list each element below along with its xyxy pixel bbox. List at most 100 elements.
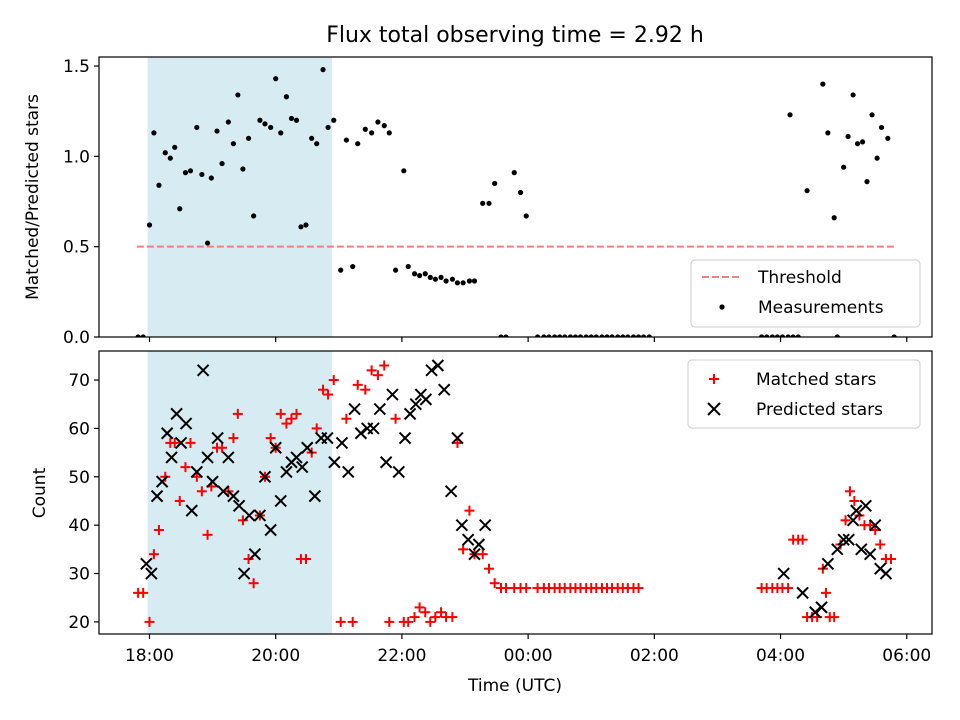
legend-predicted-label: Predicted stars xyxy=(756,400,883,420)
matched-point xyxy=(352,379,363,390)
matched-point xyxy=(844,486,855,497)
matched-point xyxy=(436,607,447,618)
predicted-point xyxy=(409,398,422,411)
measurement-point xyxy=(204,240,211,246)
predicted-point xyxy=(237,567,251,580)
matched-point xyxy=(228,433,239,444)
matched-point xyxy=(217,442,228,453)
predicted-point xyxy=(859,499,872,513)
measurement-point xyxy=(534,334,541,337)
measurement-point xyxy=(167,155,173,161)
predicted-point xyxy=(431,359,445,372)
matched-point xyxy=(196,486,207,497)
predicted-point xyxy=(211,431,224,445)
legend-measurements-swatch xyxy=(719,304,725,310)
measurement-point xyxy=(850,92,856,98)
measurement-point xyxy=(251,213,257,219)
matched-point xyxy=(783,583,794,594)
x-tick-label: 18:00 xyxy=(125,646,174,666)
measurement-point xyxy=(878,124,885,131)
matched-point xyxy=(191,471,202,482)
matched-point xyxy=(489,578,500,589)
predicted-point xyxy=(837,533,850,546)
predicted-point xyxy=(253,509,267,522)
predicted-point xyxy=(150,489,164,503)
measurement-point xyxy=(588,334,594,337)
measurement-point xyxy=(874,155,880,161)
measurement-point xyxy=(172,144,178,150)
measurement-point xyxy=(432,276,438,282)
measurement-point xyxy=(416,272,423,279)
predicted-point xyxy=(367,422,380,435)
matched-point xyxy=(854,510,865,521)
matched-point xyxy=(870,524,881,535)
measurement-point xyxy=(864,179,870,185)
measurement-point xyxy=(460,280,466,286)
predicted-point xyxy=(232,499,246,513)
measurement-point xyxy=(891,334,897,337)
matched-point xyxy=(243,554,254,565)
matched-point xyxy=(281,418,292,429)
predicted-point xyxy=(264,523,277,537)
measurement-point xyxy=(785,334,791,337)
matched-point xyxy=(403,616,414,627)
matched-point xyxy=(820,587,831,598)
matched-point xyxy=(144,616,155,627)
measurement-point xyxy=(764,334,770,337)
measurement-point xyxy=(599,334,605,337)
measurement-point xyxy=(331,117,337,123)
bottom-y-tick-label: 50 xyxy=(68,468,90,488)
matched-point xyxy=(169,437,180,448)
measurement-point xyxy=(790,334,796,337)
matched-point xyxy=(521,583,532,594)
predicted-point xyxy=(777,567,790,580)
measurement-point xyxy=(235,92,241,98)
matched-point xyxy=(372,370,383,381)
measurement-point xyxy=(278,130,284,136)
measurement-point xyxy=(779,334,786,337)
matched-point xyxy=(232,408,243,419)
top-y-tick-label: 0.0 xyxy=(63,328,90,348)
measurement-point xyxy=(517,189,524,196)
matched-point xyxy=(464,505,475,516)
predicted-point xyxy=(796,586,809,600)
matched-point xyxy=(633,583,644,594)
predicted-point xyxy=(437,383,451,396)
measurement-point xyxy=(438,274,444,280)
predicted-point xyxy=(348,402,361,416)
measurement-point xyxy=(466,278,473,284)
x-axis-label: Time (UTC) xyxy=(467,676,562,696)
measurement-point xyxy=(151,130,157,136)
bottom-y-tick-label: 30 xyxy=(68,565,90,585)
predicted-point xyxy=(145,567,158,580)
measurement-point xyxy=(523,213,529,219)
predicted-point xyxy=(354,427,368,440)
x-tick-label: 00:00 xyxy=(504,646,553,666)
predicted-point xyxy=(248,547,262,561)
predicted-point xyxy=(269,441,282,454)
measurement-point xyxy=(288,115,295,122)
measurement-point xyxy=(214,128,220,134)
measurement-point xyxy=(257,117,263,123)
measurement-point xyxy=(225,119,231,125)
measurement-point xyxy=(795,334,801,337)
measurement-point xyxy=(759,334,765,337)
predicted-point xyxy=(160,427,174,440)
matched-point xyxy=(414,602,425,613)
x-tick-label: 06:00 xyxy=(882,646,931,666)
measurement-point xyxy=(831,215,837,221)
top-ylabel: Matched/Predicted stars xyxy=(23,94,43,300)
measurement-point xyxy=(401,168,407,174)
measurement-point xyxy=(834,334,840,337)
legend-matched-label: Matched stars xyxy=(756,370,876,390)
measurement-point xyxy=(309,135,315,141)
predicted-point xyxy=(242,509,256,522)
measurement-point xyxy=(381,123,387,129)
predicted-point xyxy=(461,533,475,546)
measurement-point xyxy=(604,334,610,337)
matched-point xyxy=(483,563,494,574)
bottom-ylabel: Count xyxy=(30,467,50,518)
measurement-point xyxy=(386,130,392,136)
measurement-point xyxy=(454,280,461,286)
measurement-point xyxy=(411,271,418,277)
